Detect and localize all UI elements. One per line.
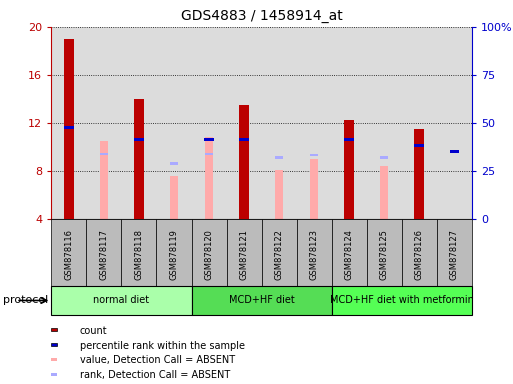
Text: GSM878126: GSM878126 bbox=[415, 229, 424, 280]
Text: GSM878124: GSM878124 bbox=[345, 229, 354, 280]
Text: GSM878118: GSM878118 bbox=[134, 229, 144, 280]
Bar bbox=[332, 27, 367, 219]
Bar bbox=[51, 219, 86, 286]
Bar bbox=[402, 27, 437, 219]
Text: normal diet: normal diet bbox=[93, 295, 149, 306]
Text: protocol: protocol bbox=[3, 295, 48, 306]
Bar bbox=[51, 373, 57, 376]
Bar bbox=[134, 138, 144, 141]
Bar bbox=[239, 138, 249, 141]
Bar bbox=[437, 27, 472, 219]
Text: rank, Detection Call = ABSENT: rank, Detection Call = ABSENT bbox=[80, 370, 230, 380]
Bar bbox=[122, 27, 156, 219]
Bar bbox=[205, 137, 213, 219]
Bar bbox=[262, 27, 297, 219]
Text: GSM878119: GSM878119 bbox=[169, 229, 179, 280]
Bar bbox=[64, 126, 74, 129]
Bar bbox=[344, 138, 354, 141]
Text: GSM878117: GSM878117 bbox=[100, 229, 108, 280]
Title: GDS4883 / 1458914_at: GDS4883 / 1458914_at bbox=[181, 9, 343, 23]
Bar bbox=[332, 219, 367, 286]
Bar bbox=[402, 219, 437, 286]
Bar bbox=[100, 152, 108, 155]
Bar bbox=[205, 152, 213, 155]
Bar bbox=[156, 27, 191, 219]
Bar bbox=[51, 343, 57, 346]
Bar bbox=[51, 358, 57, 361]
Text: count: count bbox=[80, 326, 107, 336]
Text: MCD+HF diet: MCD+HF diet bbox=[229, 295, 294, 306]
Bar bbox=[51, 27, 86, 219]
Text: MCD+HF diet with metformin: MCD+HF diet with metformin bbox=[330, 295, 474, 306]
Bar bbox=[297, 27, 332, 219]
Bar bbox=[367, 219, 402, 286]
Bar bbox=[297, 219, 332, 286]
Bar bbox=[415, 129, 424, 219]
Bar bbox=[51, 286, 191, 315]
Text: GSM878122: GSM878122 bbox=[274, 229, 284, 280]
Bar bbox=[156, 219, 191, 286]
Bar bbox=[437, 219, 472, 286]
Bar bbox=[381, 166, 388, 219]
Bar bbox=[134, 99, 144, 219]
Bar bbox=[100, 141, 108, 219]
Text: GSM878127: GSM878127 bbox=[450, 229, 459, 280]
Text: GSM878116: GSM878116 bbox=[64, 229, 73, 280]
Bar bbox=[275, 170, 283, 219]
Bar bbox=[310, 159, 318, 219]
Bar bbox=[204, 138, 214, 141]
Bar bbox=[227, 27, 262, 219]
Bar bbox=[275, 156, 283, 159]
Bar bbox=[239, 105, 249, 219]
Bar bbox=[191, 286, 332, 315]
Text: GSM878121: GSM878121 bbox=[240, 229, 249, 280]
Bar bbox=[86, 27, 122, 219]
Bar bbox=[227, 219, 262, 286]
Bar bbox=[310, 154, 318, 157]
Bar bbox=[381, 156, 388, 159]
Bar bbox=[262, 219, 297, 286]
Bar bbox=[415, 144, 424, 147]
Text: GSM878120: GSM878120 bbox=[205, 229, 213, 280]
Text: GSM878123: GSM878123 bbox=[310, 229, 319, 280]
Bar bbox=[51, 328, 57, 331]
Text: GSM878125: GSM878125 bbox=[380, 229, 389, 280]
Bar bbox=[86, 219, 122, 286]
Bar bbox=[367, 27, 402, 219]
Bar bbox=[170, 162, 178, 165]
Bar bbox=[449, 150, 459, 153]
Bar bbox=[64, 39, 74, 219]
Bar bbox=[344, 121, 354, 219]
Bar bbox=[122, 219, 156, 286]
Bar bbox=[170, 176, 178, 219]
Text: value, Detection Call = ABSENT: value, Detection Call = ABSENT bbox=[80, 355, 234, 366]
Bar bbox=[191, 219, 227, 286]
Bar bbox=[332, 286, 472, 315]
Bar bbox=[191, 27, 227, 219]
Text: percentile rank within the sample: percentile rank within the sample bbox=[80, 341, 245, 351]
